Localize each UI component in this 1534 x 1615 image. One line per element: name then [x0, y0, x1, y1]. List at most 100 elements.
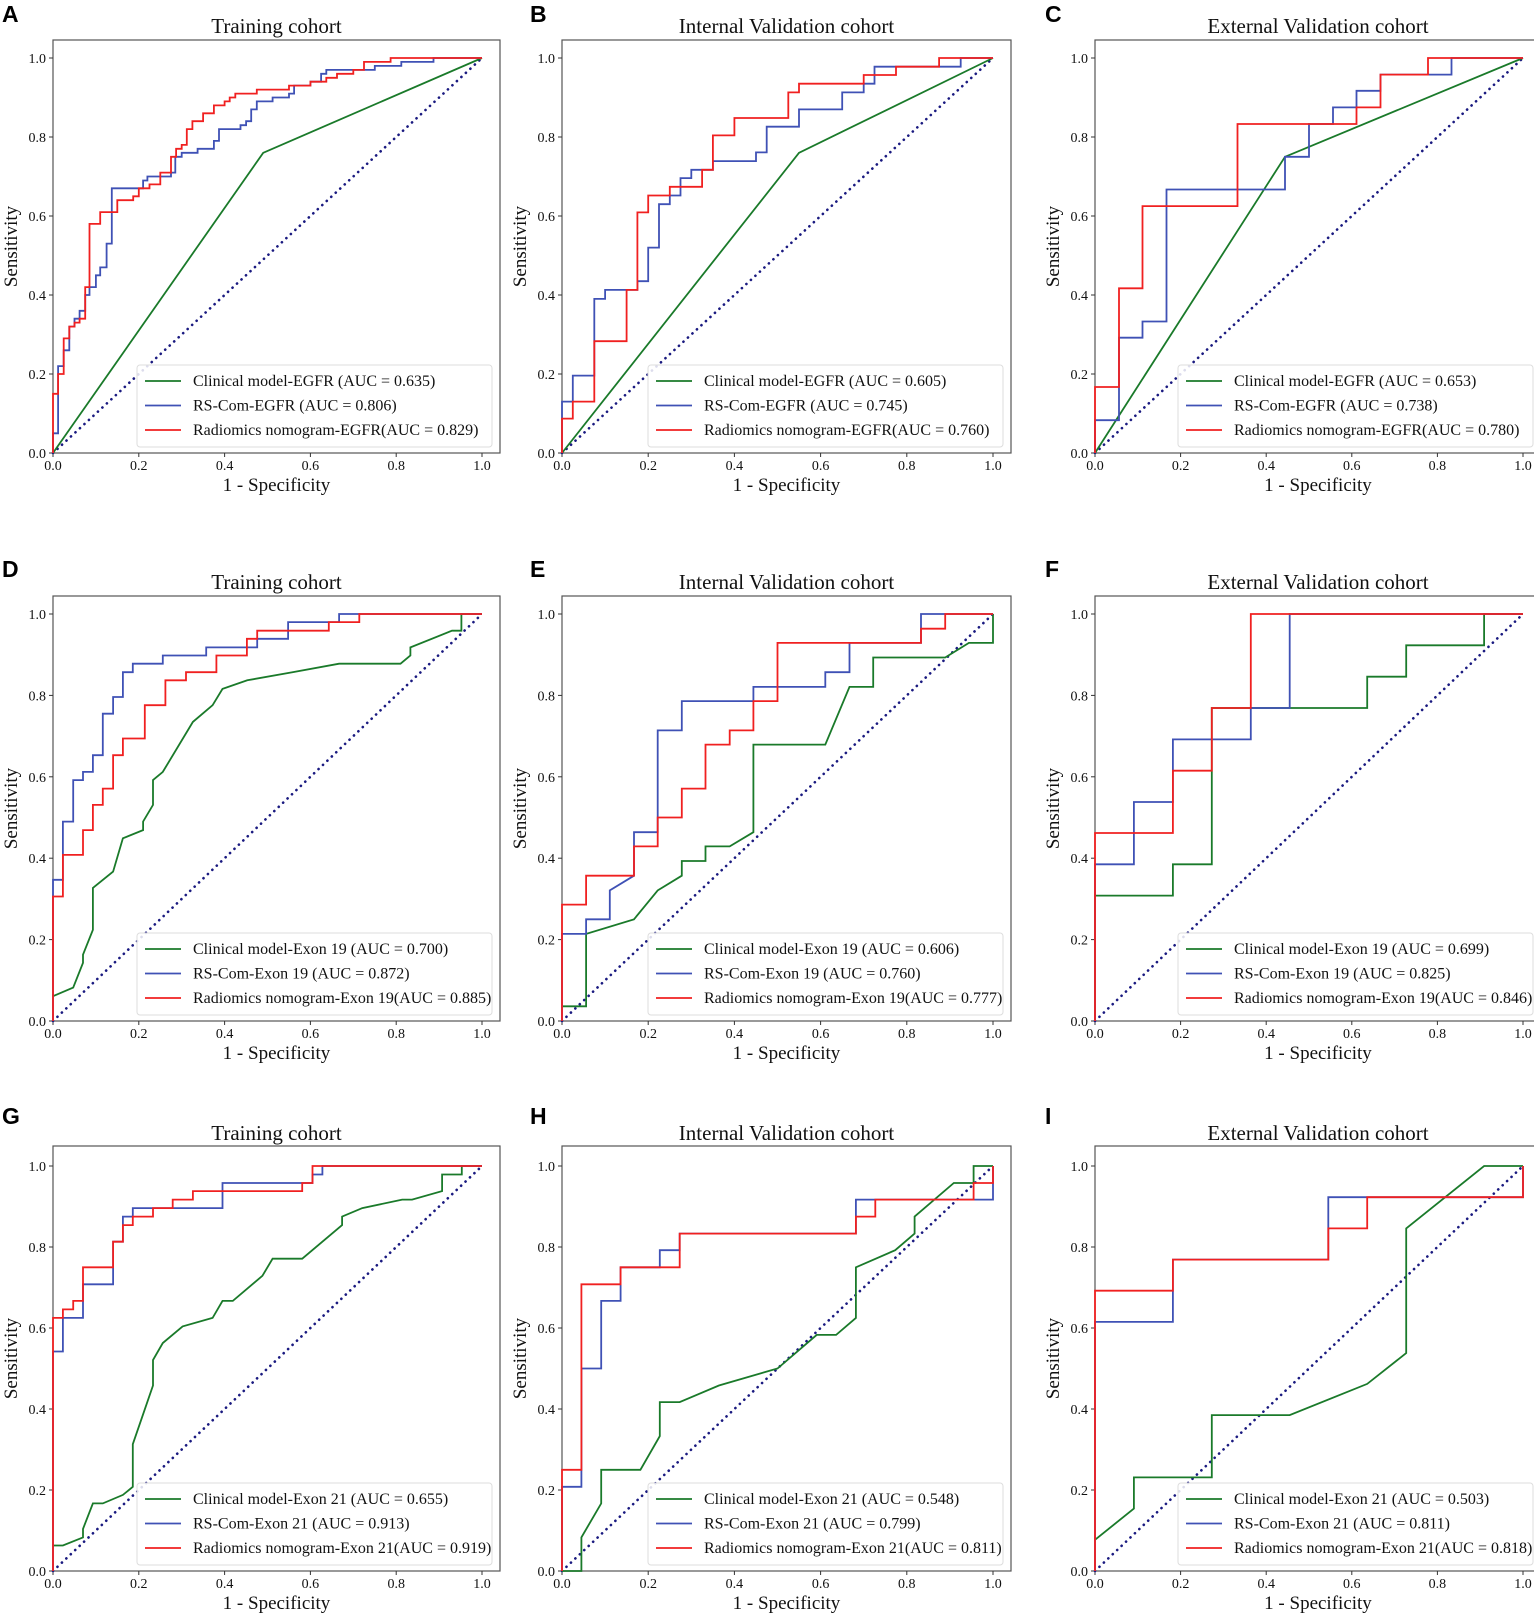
legend-entry: Clinical model-Exon 19 (AUC = 0.606): [704, 941, 959, 958]
y-tick-label: 0.0: [29, 1015, 47, 1030]
x-tick-label: 0.2: [130, 459, 148, 474]
legend-entry: Radiomics nomogram-Exon 19(AUC = 0.885): [193, 990, 491, 1007]
chance-diagonal: [51, 1164, 484, 1573]
x-tick-label: 1.0: [984, 1577, 1002, 1592]
y-tick-label: 0.8: [538, 689, 556, 704]
x-tick-label: 0.2: [130, 1577, 148, 1592]
legend: Clinical model-EGFR (AUC = 0.653) RS-Com-…: [1177, 364, 1534, 448]
x-tick-label: 0.4: [1257, 1577, 1275, 1592]
x-tick-label: 0.2: [130, 1027, 148, 1042]
y-tick-label: 1.0: [29, 1160, 47, 1175]
panel-f: F External Validation cohort 0.0 0.2 0.4 0.6 0…: [1043, 556, 1534, 1064]
roc-curve-rscom: [561, 613, 993, 1021]
plot-frame: [1094, 595, 1534, 1022]
panel-letter: F: [1045, 556, 1059, 582]
y-tick-label: 0.6: [538, 771, 556, 786]
panel-h: H Internal Validation cohort 0.0 0.2 0.4 0.6 0…: [510, 1103, 1012, 1614]
chart-title: External Validation cohort: [1207, 1121, 1428, 1145]
y-tick-label: 0.6: [538, 1322, 556, 1337]
x-tick-label: 0.4: [726, 1027, 744, 1042]
plot-frame: [561, 39, 1012, 454]
x-tick-label: 0.6: [1343, 459, 1361, 474]
roc-curve-rscom: [1094, 613, 1523, 1021]
x-tick-label: 0.0: [1086, 459, 1104, 474]
x-tick-label: 1.0: [473, 459, 491, 474]
legend: Clinical model-Exon 21 (AUC = 0.503) RS-C…: [1177, 1482, 1534, 1566]
x-tick-label: 0.2: [1172, 1577, 1190, 1592]
panel-e: E Internal Validation cohort 0.0 0.2 0.4 0.6 0…: [510, 556, 1012, 1064]
legend-entry: RS-Com-Exon 21 (AUC = 0.799): [704, 1516, 921, 1533]
legend-entry: Radiomics nomogram-Exon 19(AUC = 0.777): [704, 990, 1002, 1007]
x-tick-label: 0.8: [387, 1027, 405, 1042]
legend-entry: Clinical model-Exon 19 (AUC = 0.699): [1234, 941, 1489, 958]
y-axis-label: Sensitivity: [1, 205, 22, 287]
chance-diagonal: [560, 1164, 995, 1573]
legend-entry: RS-Com-Exon 19 (AUC = 0.760): [704, 966, 921, 983]
y-tick-label: 0.0: [1071, 1565, 1089, 1580]
legend-entry: Clinical model-EGFR (AUC = 0.605): [704, 373, 946, 390]
y-tick-label: 0.0: [538, 447, 556, 462]
roc-curve-nomogram: [561, 1166, 994, 1571]
roc-curve-nomogram: [561, 613, 993, 1021]
y-tick-label: 0.8: [1071, 131, 1089, 146]
chart-title: Training cohort: [211, 14, 342, 38]
panel-letter: A: [2, 1, 19, 27]
legend: Clinical model-EGFR (AUC = 0.635) RS-Com-…: [136, 364, 493, 448]
legend-entry: RS-Com-EGFR (AUC = 0.738): [1234, 398, 1438, 415]
legend-entry: RS-Com-Exon 19 (AUC = 0.825): [1234, 966, 1451, 983]
roc-curve-clinical: [1094, 1165, 1523, 1541]
y-tick-label: 0.8: [1071, 1241, 1089, 1256]
x-tick-label: 0.8: [387, 459, 405, 474]
legend-entry: Clinical model-Exon 21 (AUC = 0.548): [704, 1491, 959, 1508]
y-tick-label: 1.0: [29, 52, 47, 67]
y-tick-label: 0.2: [538, 934, 556, 949]
x-tick-label: 0.2: [639, 459, 657, 474]
legend: Clinical model-EGFR (AUC = 0.605) RS-Com-…: [647, 364, 1004, 448]
y-tick-label: 0.6: [29, 1322, 47, 1337]
x-tick-label: 0.6: [1343, 1027, 1361, 1042]
roc-curve-nomogram: [1094, 1166, 1524, 1571]
y-tick-label: 0.4: [538, 852, 556, 867]
legend-box: [647, 364, 1004, 448]
x-tick-label: 0.2: [639, 1577, 657, 1592]
y-axis-label: Sensitivity: [1043, 205, 1064, 287]
chart-title: Internal Validation cohort: [679, 14, 895, 38]
y-tick-label: 0.6: [29, 771, 47, 786]
y-tick-label: 0.4: [538, 289, 556, 304]
x-tick-label: 0.4: [216, 459, 234, 474]
x-axis-label: 1 - Specificity: [223, 1593, 331, 1614]
y-tick-label: 0.4: [538, 1403, 556, 1418]
y-tick-label: 0.6: [1071, 210, 1089, 225]
legend-box: [136, 932, 493, 1016]
y-tick-label: 0.2: [1071, 368, 1089, 383]
roc-curve-rscom: [561, 57, 993, 453]
x-axis-label: 1 - Specificity: [733, 475, 841, 496]
y-tick-label: 0.2: [538, 368, 556, 383]
roc-curve-nomogram: [1094, 57, 1523, 453]
legend-entry: Clinical model-EGFR (AUC = 0.635): [193, 373, 435, 390]
x-tick-label: 0.0: [553, 1027, 571, 1042]
y-tick-label: 1.0: [1071, 608, 1089, 623]
legend-box: [1177, 932, 1534, 1016]
panel-letter: C: [1045, 1, 1062, 27]
y-tick-label: 0.2: [29, 934, 47, 949]
roc-curve-nomogram: [52, 613, 482, 1021]
x-tick-label: 0.8: [1429, 1027, 1447, 1042]
legend-entry: Radiomics nomogram-EGFR(AUC = 0.780): [1234, 422, 1519, 439]
legend: Clinical model-Exon 19 (AUC = 0.699) RS-C…: [1177, 932, 1534, 1016]
y-tick-label: 0.4: [1071, 1403, 1089, 1418]
x-tick-label: 0.4: [1257, 459, 1275, 474]
chance-diagonal: [1093, 1164, 1525, 1573]
y-axis-label: Sensitivity: [1, 1317, 22, 1399]
chance-diagonal: [1093, 612, 1525, 1023]
legend-entry: Radiomics nomogram-Exon 21(AUC = 0.919): [193, 1540, 491, 1557]
x-tick-label: 0.6: [302, 459, 320, 474]
x-tick-label: 1.0: [984, 1027, 1002, 1042]
x-tick-label: 0.6: [1343, 1577, 1361, 1592]
x-tick-label: 0.8: [898, 1577, 916, 1592]
y-tick-label: 0.6: [1071, 771, 1089, 786]
plot-frame: [1094, 39, 1534, 454]
x-tick-label: 0.4: [1257, 1027, 1275, 1042]
y-tick-label: 0.4: [29, 289, 47, 304]
y-tick-label: 0.0: [1071, 1015, 1089, 1030]
